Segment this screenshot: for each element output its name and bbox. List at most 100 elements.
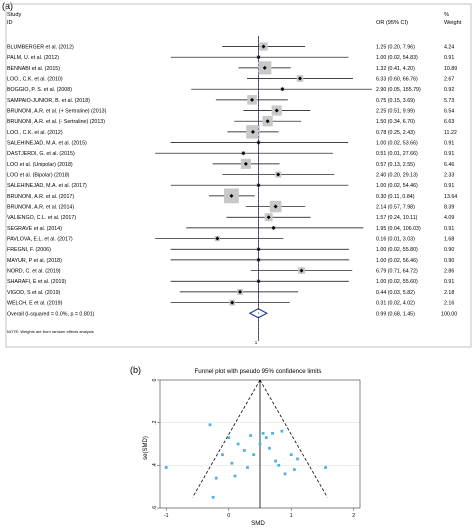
point-estimate [243,161,248,166]
study-point [221,453,224,457]
weight-value: 13.64 [444,194,457,200]
study-label: FREGNI, F. (2006) [7,247,51,253]
study-label: VIGOD, S et al. (2019) [7,290,61,296]
study-point [292,468,296,471]
point-estimate [250,97,255,102]
header-weight: Weight [444,20,462,26]
study-label: SEGRAVE et al. (2014) [7,226,62,232]
study-point [208,423,212,427]
study-label: BLUMBERGER et al. (2012) [7,45,74,51]
point-estimate [266,215,271,220]
study-point [249,434,253,437]
weight-value: 0.91 [444,151,454,157]
forest-xtick-1: 1 [255,340,258,345]
weight-value: 0.90 [444,258,454,264]
study-point [264,436,268,439]
or-ci-value: 0.44 (0.03, 5.82) [376,290,415,296]
study-point [267,446,271,450]
study-label: SALEHINEJAD, M.A. et al. (2017) [7,183,87,189]
or-ci-value: 6.33 (0.60, 66.76) [376,77,418,83]
forest-frame [5,3,472,348]
header-id: ID [7,20,13,26]
weight-value: 2.67 [444,77,454,83]
forest-rows: BLUMBERGER et al. (2012) 1.25 (0.20, 7.96… [7,36,457,341]
weight-value: 4.09 [444,215,454,221]
study-label: PALM, U. et al. (2012) [7,55,59,61]
weight-value: 2.86 [444,269,454,275]
study-point [261,431,265,435]
or-ci-value: 0.78 (0.25, 2.43) [376,130,415,136]
study-point [242,449,246,452]
point-estimate [215,236,220,241]
or-ci-value: 1.00 (0.02, 53.66) [376,141,418,147]
y-tick-label: 0 [152,378,158,381]
or-ci-value: 0.75 (0.15, 3.69) [376,98,415,104]
point-estimate [262,65,267,70]
funnel-ylabel: se(SMD) [143,436,149,460]
weight-value: 1.68 [444,237,454,243]
point-estimate [276,172,281,177]
or-ci-value: 0.31 (0.02, 4.02) [376,301,415,307]
study-point [214,476,218,480]
study-label: MAYUR, P et al. (2018) [7,258,62,264]
lower-limit-line [192,379,261,498]
weight-value: 4.24 [444,45,454,51]
study-label: LOO., C.K. et al. (2012) [7,130,63,136]
point-estimate [265,119,270,124]
study-label: LOO et al. (Unipolar) (2018) [7,162,73,168]
or-ci-value: 2.40 (0.20, 29.13) [376,173,418,179]
study-point [227,436,231,439]
weight-value: 0.91 [444,55,454,61]
or-ci-value: 1.00 (0.02, 55.80) [376,247,418,253]
point-estimate [241,151,246,156]
header-weight-pct: % [444,12,449,18]
study-point [283,472,287,476]
study-label: BRUNONI, A.R. et al. (2017) [7,194,74,200]
forest-note: NOTE: Weights are from random effects an… [7,329,94,334]
weight-value: 2.33 [444,173,454,179]
weight-value: 5.73 [444,98,454,104]
study-label: BRUNONI, A.R. et al. (+ Sertraline) (201… [7,109,107,115]
header-or-ci: OR (95% CI) [376,20,408,26]
point-estimate [274,108,279,113]
or-ci-value: 0.16 (0.01, 3.03) [376,237,415,243]
weight-value: 0.90 [444,247,454,253]
forest-plot: (a) Study ID OR (95% CI) % Weight BLUMBE… [2,1,472,348]
study-point [236,442,240,446]
x-tick-label: 2 [352,513,355,519]
or-ci-value: 2.25 (0.51, 9.99) [376,109,415,115]
y-tick-label: .6 [152,506,158,510]
y-tick-label: .2 [152,420,158,424]
study-point [230,461,234,465]
funnel-title: Funnel plot with pseudo 95% confidence l… [195,368,322,375]
point-estimate [261,44,266,49]
or-ci-value: 1.95 (0.04, 106.03) [376,226,421,232]
or-ci-value: 2.90 (0.05, 155.79) [376,87,421,93]
funnel-points [164,423,328,499]
study-point [258,442,262,446]
study-point [324,466,328,469]
study-label: VALIENGO, C.L. et al. (2017) [7,215,76,221]
overall-label: Overall (I-squared = 0.0%, p = 0.801) [7,311,95,317]
point-estimate [297,76,302,81]
or-ci-value: 0.30 (0.11, 0.84) [376,194,415,200]
study-label: BRUNONI, A.R. et al. (2014) [7,205,74,211]
or-ci-value: 0.51 (0.01, 27.66) [376,151,418,157]
weight-value: 10.89 [444,66,457,72]
study-label: LOO., C.K. et al. (2010) [7,77,63,83]
header-study: Study [7,12,22,18]
study-label: SALEHINEJAD, M.A. et al. (2015) [7,141,87,147]
point-estimate [256,140,261,145]
weight-value: 0.91 [444,141,454,147]
or-ci-value: 1.00 (0.02, 54.83) [376,55,418,61]
point-estimate [299,268,304,273]
study-label: PAVLOVA, E.L. et al. (2017) [7,237,73,243]
x-tick-label: -1 [164,513,169,519]
point-estimate [273,204,278,209]
funnel-axes: 0 .2 .4 .6 -1 0 1 2 [152,378,361,519]
weight-value: 6.54 [444,109,454,115]
study-point [296,457,299,461]
study-point [289,453,293,457]
or-ci-value: 0.57 (0.13, 2.55) [376,162,415,168]
study-point [211,495,215,499]
